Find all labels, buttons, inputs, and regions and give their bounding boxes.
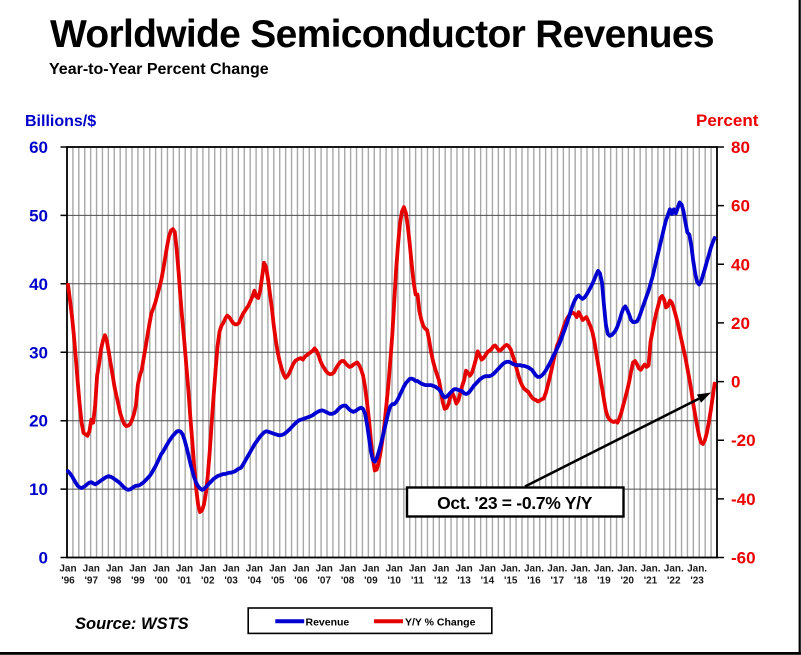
svg-text:-40: -40 (731, 490, 756, 509)
svg-text:Jan: Jan (59, 564, 76, 575)
svg-text:50: 50 (29, 206, 48, 225)
svg-text:'19: '19 (597, 576, 611, 587)
svg-text:Jan.: Jan. (664, 564, 684, 575)
svg-text:Jan: Jan (246, 564, 263, 575)
svg-text:Jan.: Jan. (617, 564, 637, 575)
svg-text:Worldwide Semiconductor Revenu: Worldwide Semiconductor Revenues (50, 13, 714, 56)
svg-text:'09: '09 (364, 576, 378, 587)
svg-text:Jan: Jan (455, 564, 472, 575)
svg-text:'16: '16 (527, 576, 541, 587)
svg-text:Jan: Jan (153, 564, 170, 575)
svg-text:-20: -20 (731, 431, 756, 450)
svg-text:'99: '99 (131, 576, 145, 587)
svg-text:'12: '12 (434, 576, 448, 587)
svg-text:Jan: Jan (222, 564, 239, 575)
svg-text:'18: '18 (574, 576, 588, 587)
svg-text:Jan: Jan (292, 564, 309, 575)
svg-text:Jan.: Jan. (640, 564, 660, 575)
svg-text:'11: '11 (411, 576, 424, 587)
svg-text:Jan: Jan (432, 564, 449, 575)
svg-text:Jan: Jan (83, 564, 100, 575)
svg-text:Jan: Jan (199, 564, 216, 575)
svg-text:Revenue: Revenue (306, 617, 350, 629)
svg-text:'20: '20 (620, 576, 634, 587)
svg-text:'15: '15 (504, 576, 518, 587)
svg-text:'22: '22 (667, 576, 681, 587)
svg-text:Jan.: Jan. (594, 564, 614, 575)
svg-text:'14: '14 (481, 576, 495, 587)
svg-text:Y/Y % Change: Y/Y % Change (405, 617, 476, 629)
svg-text:'06: '06 (294, 576, 308, 587)
svg-text:'08: '08 (341, 576, 355, 587)
svg-text:20: 20 (29, 412, 48, 431)
svg-text:Jan: Jan (129, 564, 146, 575)
svg-text:'23: '23 (690, 576, 704, 587)
svg-text:Jan: Jan (386, 564, 403, 575)
svg-text:0: 0 (39, 549, 48, 568)
svg-text:Oct. '23 = -0.7% Y/Y: Oct. '23 = -0.7% Y/Y (437, 493, 593, 513)
svg-text:60: 60 (29, 138, 48, 157)
svg-text:'97: '97 (85, 576, 99, 587)
svg-text:Jan.: Jan. (571, 564, 591, 575)
svg-text:Jan: Jan (176, 564, 193, 575)
svg-text:Jan: Jan (479, 564, 496, 575)
svg-text:'96: '96 (61, 576, 75, 587)
svg-text:Jan.: Jan. (501, 564, 521, 575)
svg-text:Jan: Jan (316, 564, 333, 575)
svg-text:Jan: Jan (362, 564, 379, 575)
svg-text:Jan: Jan (339, 564, 356, 575)
svg-text:Source: WSTS: Source: WSTS (75, 615, 189, 633)
svg-text:40: 40 (29, 275, 48, 294)
svg-text:'07: '07 (318, 576, 332, 587)
svg-text:-60: -60 (731, 549, 756, 568)
svg-text:Jan.: Jan. (524, 564, 544, 575)
svg-text:10: 10 (29, 480, 48, 499)
svg-text:Percent: Percent (696, 111, 759, 130)
svg-text:'04: '04 (248, 576, 262, 587)
svg-text:'03: '03 (224, 576, 238, 587)
svg-text:Jan: Jan (409, 564, 426, 575)
svg-text:'00: '00 (154, 576, 168, 587)
svg-text:'21: '21 (644, 576, 658, 587)
svg-text:'05: '05 (271, 576, 285, 587)
svg-text:80: 80 (731, 138, 750, 157)
svg-text:Jan: Jan (106, 564, 123, 575)
svg-text:'98: '98 (108, 576, 122, 587)
svg-text:'01: '01 (178, 576, 192, 587)
svg-text:Jan.: Jan. (547, 564, 567, 575)
svg-text:Billions/$: Billions/$ (25, 113, 96, 130)
svg-text:Year-to-Year Percent Change: Year-to-Year Percent Change (49, 61, 269, 78)
svg-text:'13: '13 (457, 576, 471, 587)
svg-text:60: 60 (731, 197, 750, 216)
svg-text:'10: '10 (387, 576, 401, 587)
svg-text:'17: '17 (551, 576, 565, 587)
svg-text:30: 30 (29, 343, 48, 362)
svg-text:0: 0 (731, 373, 740, 392)
svg-text:Jan: Jan (269, 564, 286, 575)
svg-text:'02: '02 (201, 576, 215, 587)
svg-text:20: 20 (731, 314, 750, 333)
svg-text:40: 40 (731, 255, 750, 274)
svg-text:Jan.: Jan. (687, 564, 707, 575)
